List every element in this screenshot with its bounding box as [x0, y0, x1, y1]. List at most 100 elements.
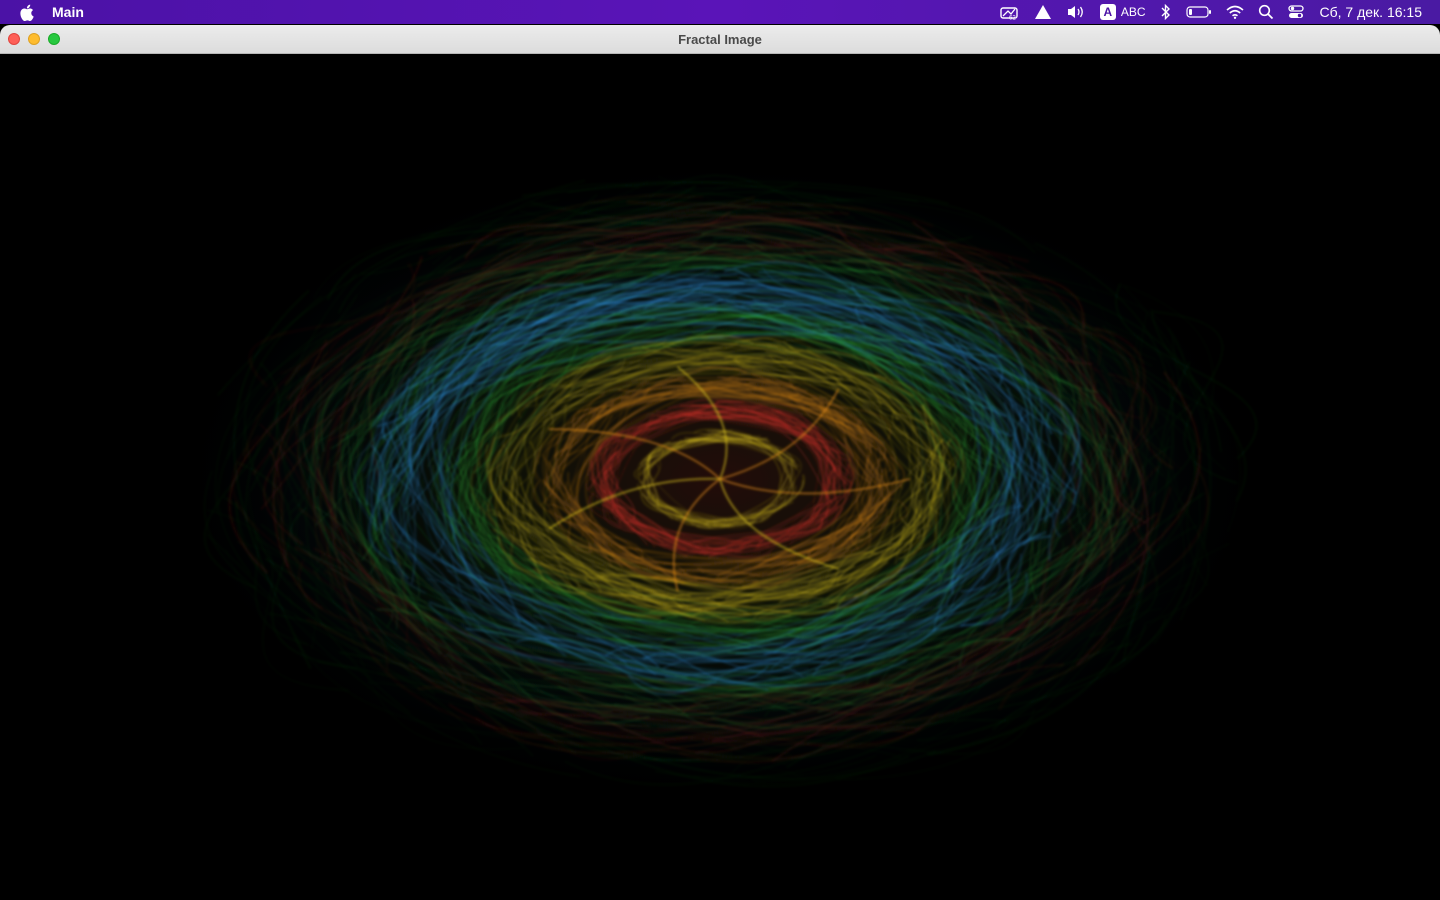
fractal-canvas[interactable]	[0, 54, 1440, 900]
fractal-strand	[632, 307, 1013, 469]
fractal-strand	[701, 622, 896, 657]
fractal-strand	[840, 416, 880, 510]
fractal-strand	[788, 347, 953, 480]
fractal-strand	[644, 501, 979, 629]
fractal-strand	[495, 361, 602, 514]
fractal-strand	[295, 547, 686, 740]
fractal-strand	[959, 434, 1141, 668]
fractal-strand	[707, 380, 870, 435]
control-center-icon[interactable]	[1287, 0, 1304, 24]
fractal-strand	[941, 447, 984, 570]
fractal-strand	[851, 285, 1080, 466]
fractal-strand	[591, 393, 784, 427]
fractal-strand	[653, 493, 895, 580]
battery-icon[interactable]	[1185, 0, 1212, 24]
fractal-strand	[695, 540, 765, 550]
volume-icon[interactable]	[1066, 0, 1086, 24]
fractal-strand	[794, 551, 878, 595]
app-menu[interactable]: Main	[52, 4, 84, 20]
fractal-strand	[691, 595, 846, 618]
fractal-strand	[608, 604, 965, 675]
cleaner-status-icon[interactable]: 62	[1000, 0, 1020, 24]
fractal-strand	[602, 498, 709, 553]
fractal-strand	[679, 512, 768, 521]
fractal-strand	[590, 306, 995, 411]
fractal-strand	[1153, 328, 1211, 644]
window-titlebar[interactable]: Fractal Image	[0, 25, 1440, 54]
fractal-strand	[544, 661, 925, 695]
fractal-strand	[777, 469, 930, 599]
fractal-strand	[656, 607, 847, 629]
minimize-button[interactable]	[28, 33, 40, 45]
fractal-strand	[623, 530, 775, 556]
fractal-strand	[539, 331, 737, 378]
fractal-strand	[990, 269, 1163, 453]
fractal-strand	[875, 372, 950, 520]
fractal-strand	[1019, 408, 1042, 546]
fractal-strand	[870, 290, 1016, 367]
triangle-status-icon[interactable]	[1034, 0, 1052, 24]
fractal-strand	[580, 590, 834, 616]
fractal-strand	[1125, 406, 1196, 575]
wifi-icon[interactable]	[1225, 0, 1244, 24]
fractal-strand	[370, 612, 703, 726]
fractal-strand	[752, 418, 979, 643]
fractal-strand	[638, 448, 664, 485]
fractal-strand	[553, 380, 751, 460]
fractal-strand	[528, 200, 1044, 254]
fractal-petal	[548, 428, 721, 480]
fractal-strand	[914, 637, 1107, 733]
fractal-strand	[937, 391, 992, 586]
zoom-button[interactable]	[48, 33, 60, 45]
close-button[interactable]	[8, 33, 20, 45]
fractal-strand	[842, 517, 994, 629]
fractal-strand	[305, 375, 368, 632]
fractal-strand	[348, 312, 495, 503]
fractal-strand	[442, 582, 657, 670]
fractal-strand	[487, 349, 643, 474]
fractal-strand	[254, 537, 745, 762]
fractal-strand	[542, 683, 926, 735]
fractal-strand	[560, 360, 770, 404]
fractal-strand	[893, 480, 999, 607]
fractal-strand	[541, 376, 660, 505]
fractal-strand	[276, 320, 477, 708]
fractal-strand	[492, 513, 587, 595]
fractal-strand	[543, 492, 1205, 761]
fractal-strand	[809, 467, 836, 524]
menubar-clock[interactable]: Сб, 7 дек. 16:15	[1319, 4, 1422, 20]
fractal-strand	[299, 560, 465, 691]
fractal-strand	[753, 498, 836, 548]
fractal-strand	[472, 295, 737, 372]
fractal-strand	[981, 279, 1154, 731]
fractal-strand	[618, 366, 747, 392]
fractal-strand	[998, 299, 1099, 633]
fractal-strand	[540, 475, 584, 540]
fractal-strand	[1152, 311, 1237, 484]
fractal-strand	[521, 509, 666, 596]
fractal-strand	[567, 472, 611, 542]
fractal-strand	[443, 214, 723, 273]
fractal-strand	[734, 494, 842, 553]
input-source-menu[interactable]: A ABC	[1099, 0, 1146, 24]
fractal-strand	[773, 344, 924, 412]
fractal-strand	[523, 558, 662, 618]
fractal-strand	[506, 350, 734, 506]
fractal-strand	[875, 438, 952, 588]
fractal-strand	[720, 367, 837, 398]
fractal-strand	[920, 446, 1038, 629]
fractal-strand	[385, 261, 894, 345]
fractal-strand	[367, 682, 877, 778]
fractal-strand	[524, 434, 689, 602]
apple-icon[interactable]	[18, 3, 34, 21]
fractal-strand	[481, 290, 757, 354]
fractal-strand	[314, 248, 582, 526]
search-icon[interactable]	[1258, 0, 1274, 24]
fractal-strand	[898, 494, 942, 560]
fractal-strand	[308, 235, 749, 471]
fractal-strand	[688, 437, 733, 443]
fractal-strand	[443, 446, 631, 638]
fractal-strand	[401, 608, 709, 709]
bluetooth-icon[interactable]	[1160, 0, 1172, 24]
fractal-strand	[590, 459, 688, 557]
